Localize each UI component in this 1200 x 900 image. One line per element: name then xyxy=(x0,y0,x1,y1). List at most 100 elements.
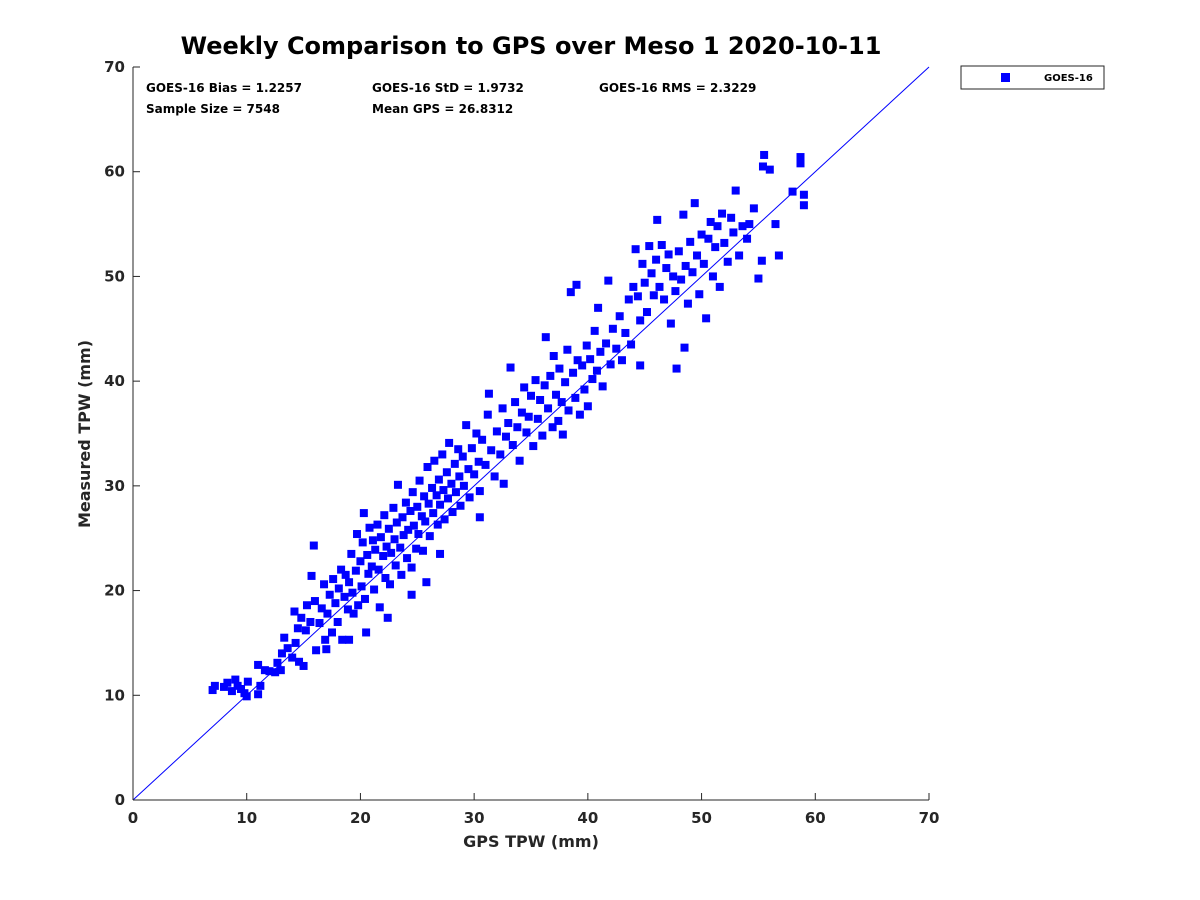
data-point xyxy=(429,509,438,518)
data-point xyxy=(436,500,445,509)
data-point xyxy=(604,276,613,285)
data-point xyxy=(408,488,417,497)
data-point xyxy=(660,295,669,304)
data-point xyxy=(415,476,424,485)
data-point xyxy=(459,481,468,490)
data-point xyxy=(310,597,319,606)
data-point xyxy=(413,502,422,511)
data-point xyxy=(615,312,624,321)
data-point xyxy=(293,624,302,633)
data-point xyxy=(686,237,695,246)
data-point xyxy=(754,274,763,283)
data-point xyxy=(455,472,464,481)
data-point xyxy=(320,580,329,589)
y-ticks: 0 10 20 30 40 50 60 70 xyxy=(104,58,140,809)
data-point xyxy=(484,389,493,398)
data-point xyxy=(606,360,615,369)
data-point xyxy=(612,344,621,353)
data-point xyxy=(598,382,607,391)
data-point xyxy=(276,666,285,675)
data-point xyxy=(799,201,808,210)
data-point xyxy=(758,162,767,171)
y-axis-label: Measured TPW (mm) xyxy=(75,340,94,528)
data-point xyxy=(699,259,708,268)
data-point xyxy=(432,491,441,500)
data-point xyxy=(260,666,269,675)
data-point xyxy=(481,460,490,469)
data-point xyxy=(508,441,517,450)
data-point xyxy=(533,414,542,423)
data-point xyxy=(602,339,611,348)
data-point xyxy=(544,404,553,413)
data-point xyxy=(588,375,597,384)
x-tick-label: 0 xyxy=(128,809,138,827)
data-point xyxy=(309,541,318,550)
data-point xyxy=(672,364,681,373)
data-point xyxy=(288,653,297,662)
legend-box xyxy=(960,65,1105,90)
legend: GOES-16 xyxy=(960,65,1105,90)
data-point xyxy=(631,245,640,254)
data-point xyxy=(546,371,555,380)
data-point xyxy=(627,340,636,349)
data-point xyxy=(729,228,738,237)
data-point xyxy=(527,391,535,400)
reference-line-1-to-1 xyxy=(132,66,930,801)
data-point xyxy=(624,295,633,304)
data-point xyxy=(256,681,265,690)
data-point xyxy=(271,668,280,677)
data-point xyxy=(384,524,393,533)
legend-label-goes-16: GOES-16 xyxy=(1044,73,1093,84)
data-point xyxy=(242,692,251,701)
data-point xyxy=(557,398,566,407)
data-point xyxy=(291,638,300,647)
data-point xyxy=(374,565,383,574)
data-point xyxy=(302,601,311,610)
data-point xyxy=(715,282,724,291)
data-point xyxy=(490,472,499,481)
data-point xyxy=(501,432,510,441)
data-point xyxy=(499,479,508,488)
data-point xyxy=(580,385,589,394)
data-point xyxy=(529,442,538,451)
data-point xyxy=(515,456,524,465)
data-point xyxy=(363,550,372,559)
y-tick-label: 0 xyxy=(115,791,125,809)
data-point xyxy=(227,687,236,696)
data-point xyxy=(420,492,429,501)
data-point xyxy=(470,470,479,479)
data-point xyxy=(219,682,228,691)
data-point xyxy=(254,660,263,669)
data-point xyxy=(357,582,366,591)
data-point xyxy=(329,575,338,584)
data-point xyxy=(548,423,557,432)
data-point xyxy=(538,431,547,440)
data-point xyxy=(422,578,431,587)
data-point xyxy=(731,186,740,195)
data-point xyxy=(464,465,473,474)
data-point xyxy=(443,494,452,503)
data-point xyxy=(451,488,460,497)
data-point xyxy=(385,580,394,589)
data-point xyxy=(621,328,630,337)
chart-title: Weekly Comparison to GPS over Meso 1 202… xyxy=(181,32,882,60)
data-point xyxy=(379,552,388,561)
x-tick-label: 30 xyxy=(464,809,485,827)
data-point xyxy=(450,459,459,468)
data-point xyxy=(554,416,563,425)
data-point xyxy=(237,685,246,694)
data-point xyxy=(462,421,471,430)
data-point xyxy=(569,368,578,377)
data-point xyxy=(745,220,754,229)
data-point xyxy=(375,603,384,612)
data-point xyxy=(487,446,496,455)
data-point xyxy=(522,428,531,437)
data-point xyxy=(572,280,581,289)
data-point xyxy=(662,264,671,273)
data-point xyxy=(592,366,601,375)
data-point xyxy=(447,479,456,488)
data-point xyxy=(306,617,315,626)
data-point xyxy=(540,381,549,390)
data-point xyxy=(680,343,689,352)
data-point xyxy=(513,423,522,432)
